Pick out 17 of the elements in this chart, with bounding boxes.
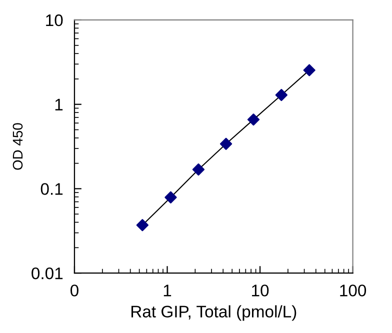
point xyxy=(220,138,232,150)
x-tick-label: 0 xyxy=(70,284,78,296)
y-tick-label: 0.01 xyxy=(32,267,63,280)
y-axis-title: OD 450 xyxy=(12,123,23,170)
y-tick-label: 0.1 xyxy=(40,183,63,195)
point xyxy=(192,163,205,176)
point xyxy=(303,64,316,76)
point xyxy=(164,191,177,204)
point xyxy=(275,88,288,102)
x-tick-label: 1 xyxy=(164,284,172,296)
y-tick-label: 10 xyxy=(46,14,63,26)
x-axis-title: Rat GIP, Total (pmol/L) xyxy=(131,305,296,321)
x-tick-label: 100 xyxy=(340,284,366,296)
x-tick-label: 10 xyxy=(252,284,269,296)
y-tick-label: 1 xyxy=(55,98,63,110)
point xyxy=(247,113,260,126)
point xyxy=(136,219,148,232)
